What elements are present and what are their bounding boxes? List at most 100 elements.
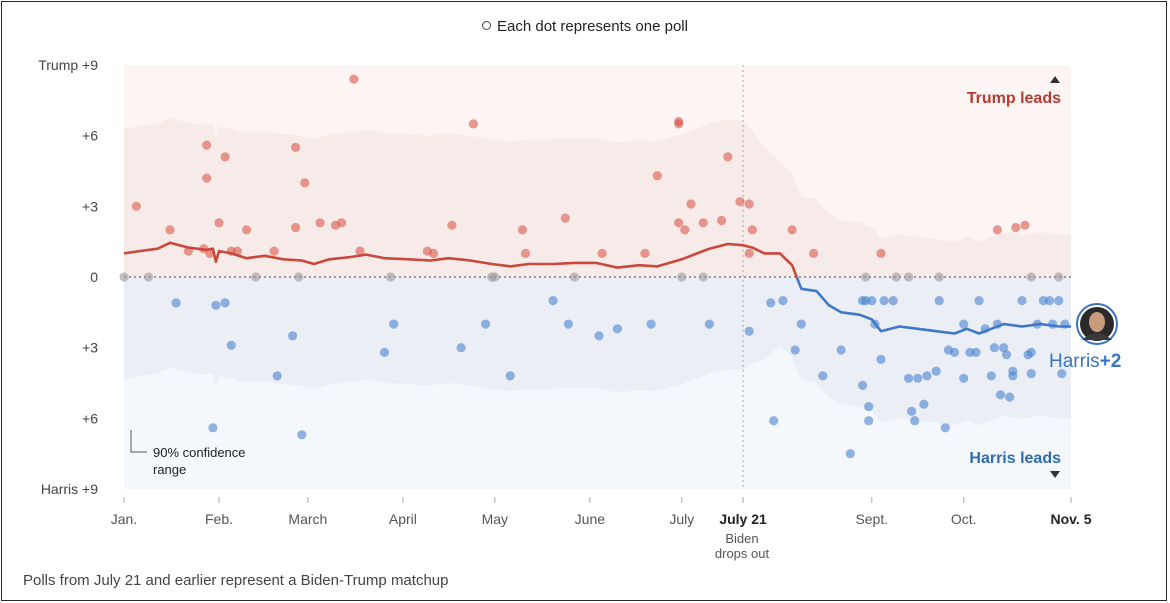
hollow-dot-icon: [482, 21, 492, 30]
poll-dot: [974, 296, 984, 306]
poll-dot: [934, 272, 944, 282]
x-tick-label: Jan.: [111, 511, 137, 527]
poll-dot: [1026, 272, 1036, 282]
poll-dot: [1005, 392, 1015, 402]
poll-dot: [907, 406, 917, 416]
background-layer: [124, 65, 1071, 489]
poll-dot: [858, 380, 868, 390]
poll-dot: [211, 300, 221, 310]
poll-dot: [861, 272, 871, 282]
poll-dot: [674, 218, 684, 228]
poll-dot: [269, 246, 279, 256]
poll-dot: [131, 201, 141, 211]
poll-dot: [294, 272, 304, 282]
up-arrow-icon: [1050, 76, 1060, 83]
header-note: Each dot represents one poll: [0, 18, 1170, 35]
poll-dot: [386, 272, 396, 282]
poll-dot: [202, 140, 212, 150]
x-tick-label: Oct.: [951, 511, 977, 527]
poll-dots-layer: [119, 74, 1070, 459]
poll-dot: [717, 215, 727, 226]
poll-dot: [646, 319, 656, 329]
poll-dot: [560, 213, 570, 223]
poll-dot: [481, 319, 491, 329]
poll-dot: [940, 423, 950, 433]
poll-dot: [291, 222, 301, 233]
poll-dot: [355, 246, 365, 256]
poll-dot: [876, 248, 886, 258]
poll-dot: [876, 354, 886, 364]
poll-dot: [698, 218, 708, 228]
poll-dot: [971, 347, 981, 357]
poll-dot: [904, 373, 914, 383]
poll-dot: [904, 272, 914, 282]
poll-dot: [349, 74, 359, 84]
poll-dot: [220, 152, 230, 162]
average-line-layer: [123, 241, 1071, 335]
poll-dot: [1002, 350, 1012, 360]
biden-label-line2: drops out: [715, 546, 770, 561]
poll-dot: [468, 119, 478, 129]
poll-dot: [864, 402, 874, 412]
annotation-layer: Trump leads Harris leads 90% confidence …: [130, 76, 1121, 561]
poll-dot: [1054, 296, 1064, 306]
poll-dot: [505, 371, 515, 381]
poll-dot: [165, 225, 175, 235]
poll-dot: [674, 119, 684, 129]
poll-dot: [456, 343, 466, 353]
harris-end-name: Harris: [1049, 351, 1100, 372]
poll-dot: [879, 296, 889, 306]
poll-dot: [205, 248, 215, 258]
poll-dot: [922, 371, 932, 381]
poll-dot: [1054, 272, 1064, 282]
header-note-text: Each dot represents one poll: [497, 18, 688, 35]
footer-note: Polls from July 21 and earlier represent…: [23, 572, 449, 589]
trump-confidence-band: [124, 118, 1071, 277]
poll-dot: [379, 347, 390, 357]
poll-dot: [337, 218, 347, 228]
average-line-trump: [123, 241, 798, 278]
y-tick-label: Trump +9: [38, 57, 98, 73]
poll-dot: [171, 298, 181, 308]
poll-dot: [226, 340, 236, 350]
poll-dot: [864, 416, 874, 426]
poll-dot: [995, 390, 1006, 400]
y-tick-label: 0: [90, 269, 98, 285]
ci-label-line1: 90% confidence: [153, 445, 246, 460]
harris-avatar: [1076, 303, 1118, 345]
poll-dot: [766, 298, 776, 308]
ci-bracket-icon: [130, 430, 147, 453]
poll-dot: [242, 225, 252, 235]
poll-dot: [315, 218, 325, 228]
harris-end-label: Harris+2: [1049, 351, 1121, 372]
poll-dot: [214, 218, 224, 228]
poll-dot: [992, 225, 1003, 235]
poll-dot: [744, 248, 754, 258]
poll-dot: [913, 373, 923, 383]
biden-label-line1: Biden: [725, 531, 758, 546]
poll-dot: [809, 248, 819, 258]
ci-label-line2: range: [153, 462, 186, 477]
y-tick-label: Harris +9: [41, 481, 98, 497]
poll-dot: [790, 345, 800, 355]
x-tick-label: June: [575, 511, 606, 527]
poll-dot: [677, 272, 687, 282]
harris-confidence-band: [124, 277, 1071, 426]
x-tick-label: April: [389, 511, 417, 527]
poll-dot: [888, 296, 898, 306]
average-line-harris: [795, 276, 1071, 335]
poll-dot: [845, 449, 855, 459]
poll-dot: [1020, 220, 1030, 230]
poll-dot: [787, 225, 797, 235]
poll-dot: [288, 331, 298, 341]
poll-dot: [836, 345, 846, 355]
poll-dot: [297, 430, 307, 440]
poll-dot: [291, 142, 301, 152]
poll-dot: [612, 324, 623, 334]
poll-dot: [548, 296, 558, 306]
poll-dot: [959, 319, 969, 329]
poll-dot: [704, 319, 715, 329]
poll-dot: [1017, 296, 1027, 306]
harris-leads-label: Harris leads: [969, 450, 1061, 467]
trump-leads-label: Trump leads: [967, 90, 1061, 107]
